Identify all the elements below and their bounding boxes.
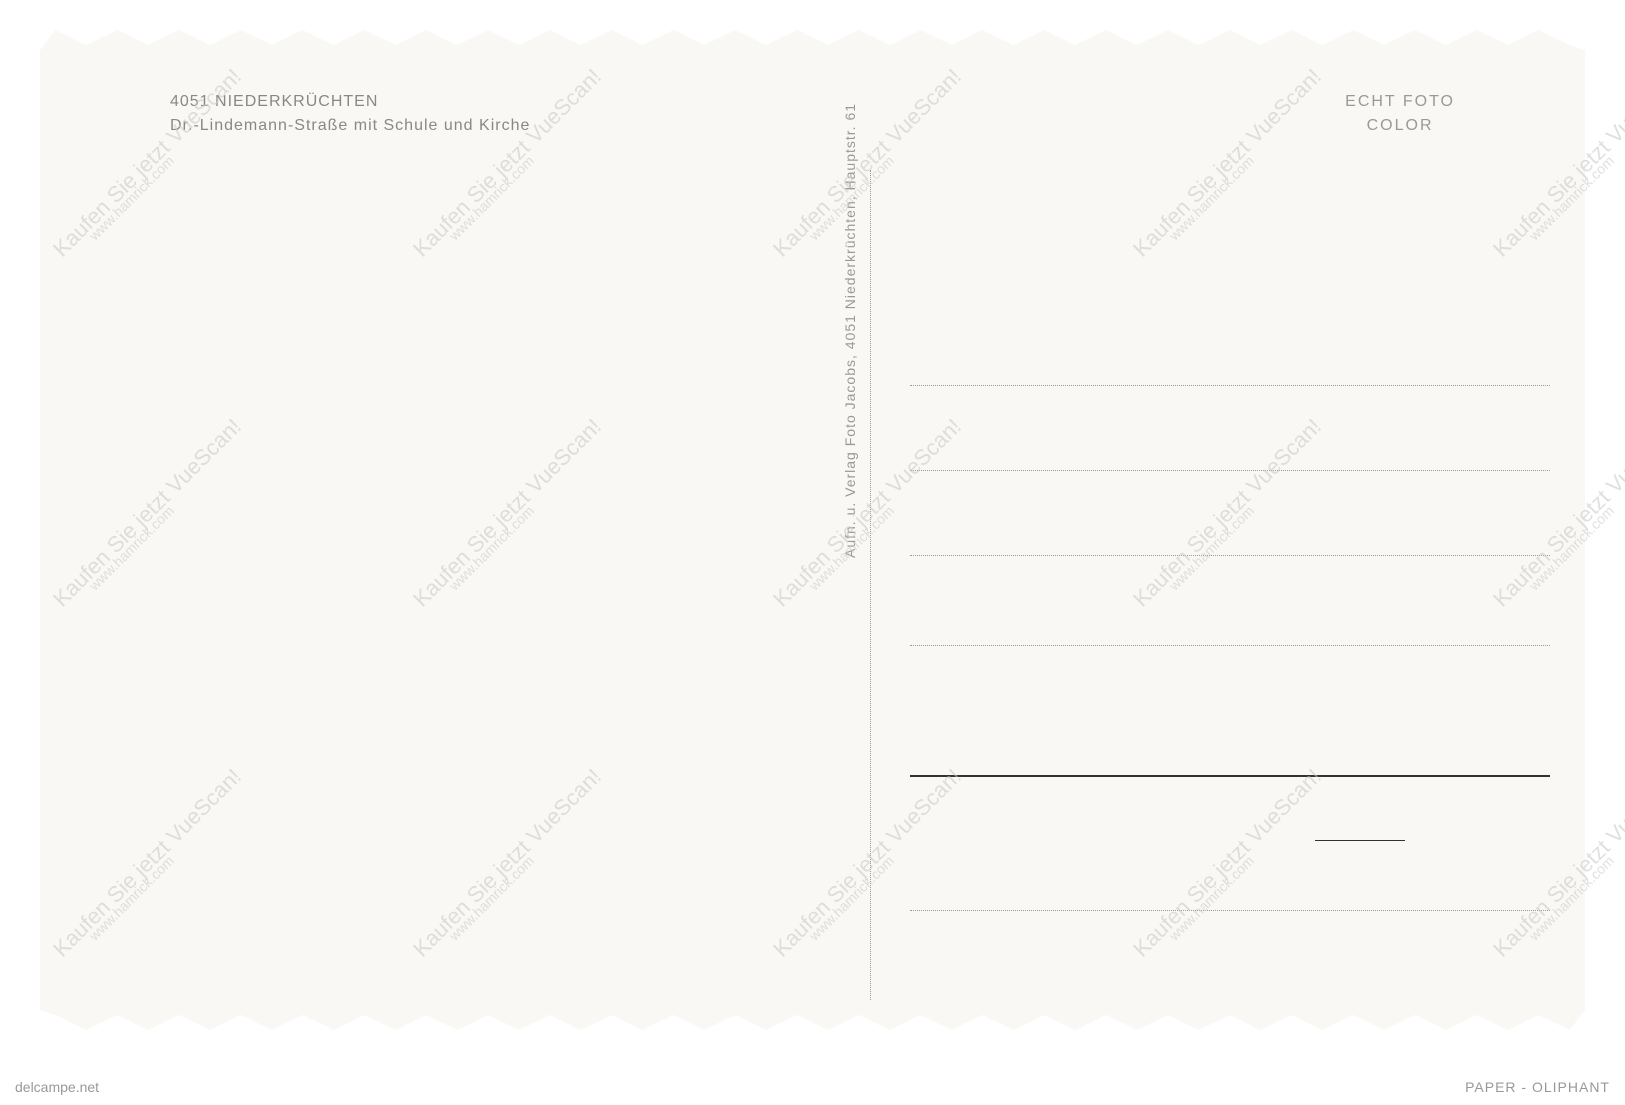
address-line-2 bbox=[910, 470, 1550, 471]
location-text: Dr.-Lindemann-Straße mit Schule und Kirc… bbox=[170, 114, 530, 138]
address-line-short bbox=[1315, 840, 1405, 841]
postcard-container: 4051 NIEDERKRÜCHTEN Dr.-Lindemann-Straße… bbox=[0, 0, 1625, 1060]
address-line-solid bbox=[910, 775, 1550, 777]
header-left: 4051 NIEDERKRÜCHTEN Dr.-Lindemann-Straße… bbox=[170, 90, 530, 138]
address-line-4 bbox=[910, 645, 1550, 646]
postal-code: 4051 NIEDERKRÜCHTEN bbox=[170, 90, 530, 114]
address-line-3 bbox=[910, 555, 1550, 556]
footer-left: delcampe.net bbox=[15, 1079, 99, 1095]
publisher-text: Aufn. u. Verlag Foto Jacobs, 4051 Nieder… bbox=[842, 103, 858, 558]
photo-type-2: COLOR bbox=[1345, 114, 1455, 138]
header-right: ECHT FOTO COLOR bbox=[1345, 90, 1455, 138]
footer-right: PAPER - OLIPHANT bbox=[1465, 1079, 1610, 1095]
photo-type-1: ECHT FOTO bbox=[1345, 90, 1455, 114]
address-line-1 bbox=[910, 385, 1550, 386]
postcard-back: 4051 NIEDERKRÜCHTEN Dr.-Lindemann-Straße… bbox=[40, 30, 1585, 1030]
center-divider bbox=[870, 170, 871, 1000]
address-line-6 bbox=[910, 910, 1550, 911]
